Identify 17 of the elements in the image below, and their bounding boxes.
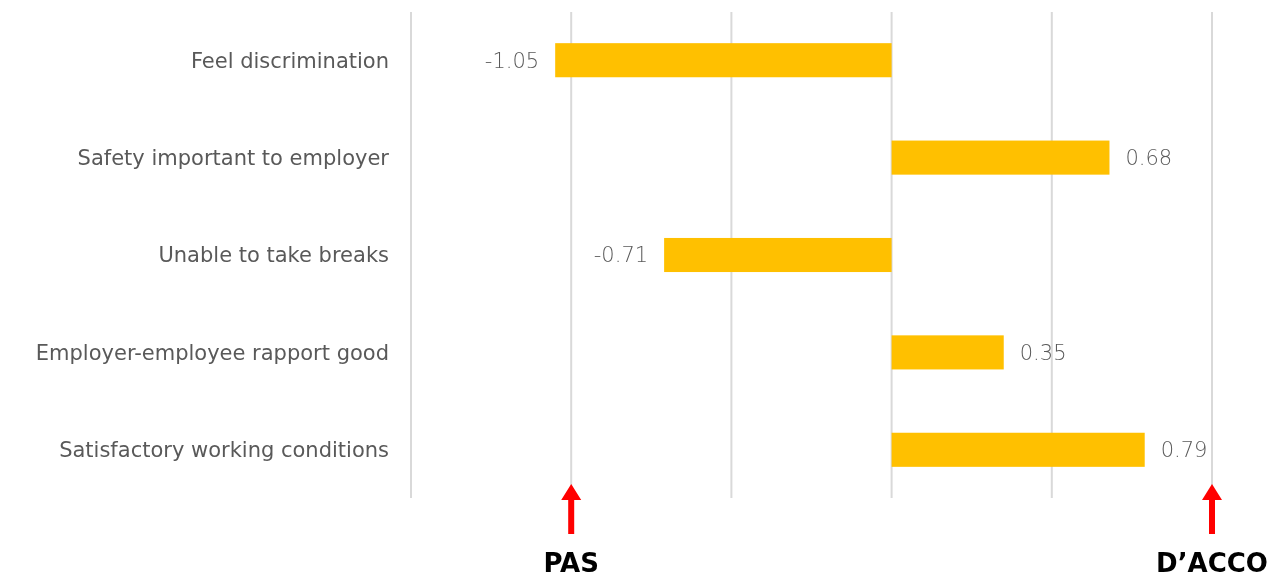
y-tick-label: Satisfactory working conditions (59, 438, 389, 463)
bar (891, 140, 1110, 175)
y-tick-label: Safety important to employer (77, 145, 390, 170)
y-tick-label: Feel discrimination (190, 48, 389, 73)
data-label: 0.35 (1019, 340, 1067, 365)
y-tick-label: Employer-employee rapport good (35, 340, 389, 365)
y-tick-label: Unable to take breaks (158, 243, 389, 268)
data-label: -0.71 (593, 243, 649, 268)
data-label: 0.79 (1160, 438, 1208, 463)
text: D’ACCO (1156, 548, 1268, 578)
text: PAS (543, 548, 599, 578)
data-label: -1.05 (484, 48, 540, 73)
data-label: 0.68 (1125, 145, 1173, 170)
bar (664, 237, 892, 273)
bar (891, 335, 1004, 370)
bar (891, 432, 1145, 467)
bar (555, 43, 892, 78)
